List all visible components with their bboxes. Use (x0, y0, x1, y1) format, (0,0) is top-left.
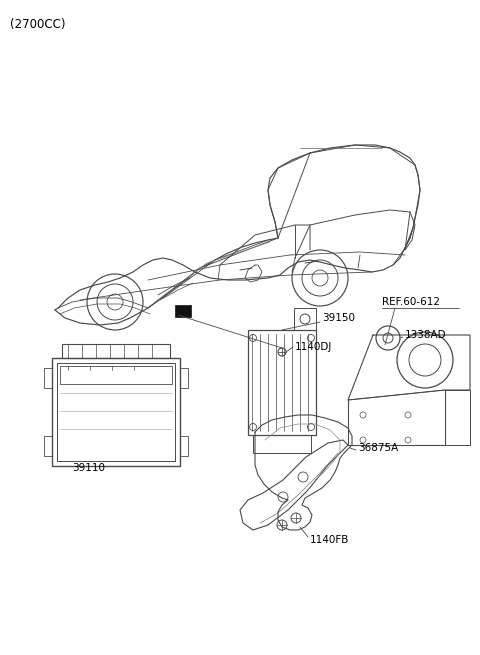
Bar (60, 366, 172, 384)
Bar (52, 358, 180, 466)
Text: REF.60-612: REF.60-612 (382, 297, 440, 307)
Bar (175, 305, 191, 317)
Text: 39110: 39110 (72, 463, 105, 473)
Bar (44, 436, 52, 456)
Bar (44, 368, 52, 388)
Text: 1338AD: 1338AD (405, 330, 446, 340)
Text: (2700CC): (2700CC) (10, 18, 65, 31)
Bar (57, 363, 175, 461)
Bar (294, 308, 316, 330)
Text: 39150: 39150 (322, 313, 355, 323)
Bar (253, 435, 311, 453)
Bar (180, 368, 188, 388)
Text: 1140FB: 1140FB (310, 535, 349, 545)
Bar (62, 344, 170, 358)
Bar (248, 330, 316, 435)
Bar (180, 436, 188, 456)
Text: 1140DJ: 1140DJ (295, 342, 332, 352)
Text: 36875A: 36875A (358, 443, 398, 453)
